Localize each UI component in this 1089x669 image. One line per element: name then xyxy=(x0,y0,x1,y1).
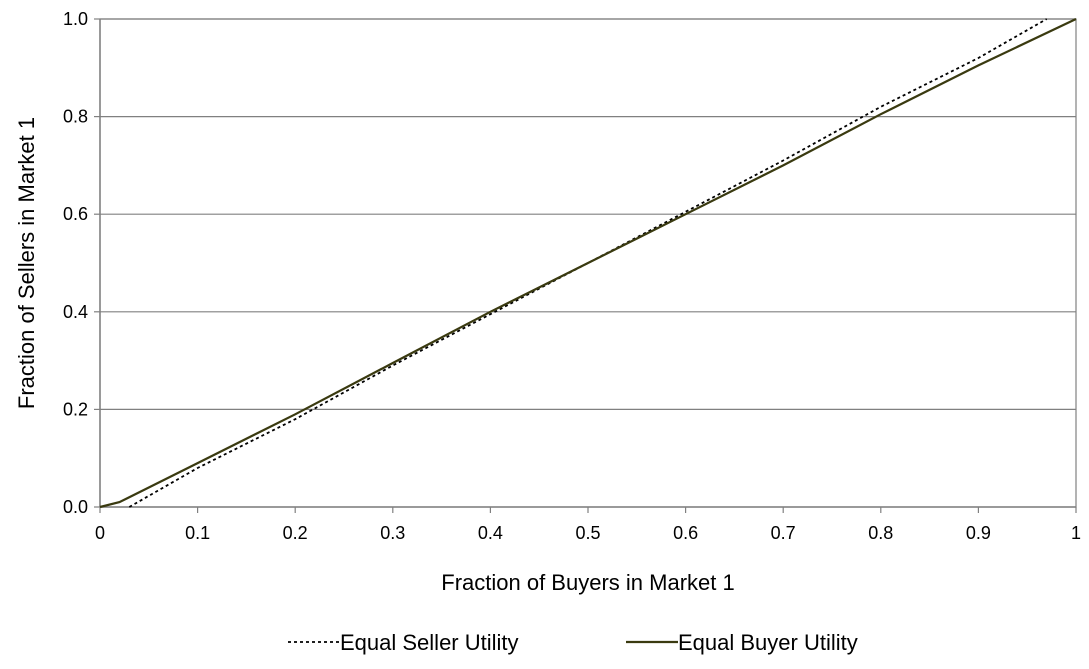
x-tick-label-9: 0.9 xyxy=(966,523,991,543)
x-tick-label-6: 0.6 xyxy=(673,523,698,543)
x-tick-label-1: 0.1 xyxy=(185,523,210,543)
legend-label-equal-seller-utility: Equal Seller Utility xyxy=(340,630,519,655)
y-tick-label-2: 0.4 xyxy=(63,302,88,322)
y-tick-label-4: 0.8 xyxy=(63,107,88,127)
y-tick-label-5: 1.0 xyxy=(63,9,88,29)
gridlines xyxy=(100,18,1076,410)
legend: Equal Seller Utility Equal Buyer Utility xyxy=(288,630,858,655)
y-tick-label-1: 0.2 xyxy=(63,399,88,419)
series-line-equal-buyer-utility xyxy=(99,18,1077,509)
series-line-equal-seller-utility xyxy=(128,18,1048,508)
x-tick-labels: 0 0.1 0.2 0.3 0.4 0.5 0.6 0.7 0.8 0.9 1 xyxy=(95,523,1081,543)
x-tick-label-7: 0.7 xyxy=(771,523,796,543)
y-tick-label-0: 0.0 xyxy=(63,497,88,517)
x-tick-label-2: 0.2 xyxy=(283,523,308,543)
y-tick-label-3: 0.6 xyxy=(63,204,88,224)
x-tick-label-8: 0.8 xyxy=(868,523,893,543)
x-tick-label-3: 0.3 xyxy=(380,523,405,543)
legend-label-equal-buyer-utility: Equal Buyer Utility xyxy=(678,630,858,655)
series-layer xyxy=(99,18,1077,509)
x-tick-label-4: 0.4 xyxy=(478,523,503,543)
x-axis-title: Fraction of Buyers in Market 1 xyxy=(441,570,734,595)
x-tick-label-0: 0 xyxy=(95,523,105,543)
axes xyxy=(94,18,1077,513)
y-tick-labels: 0.0 0.2 0.4 0.6 0.8 1.0 xyxy=(63,9,88,517)
y-axis-title: Fraction of Sellers in Market 1 xyxy=(14,117,39,409)
x-tick-label-5: 0.5 xyxy=(575,523,600,543)
x-tick-label-10: 1 xyxy=(1071,523,1081,543)
